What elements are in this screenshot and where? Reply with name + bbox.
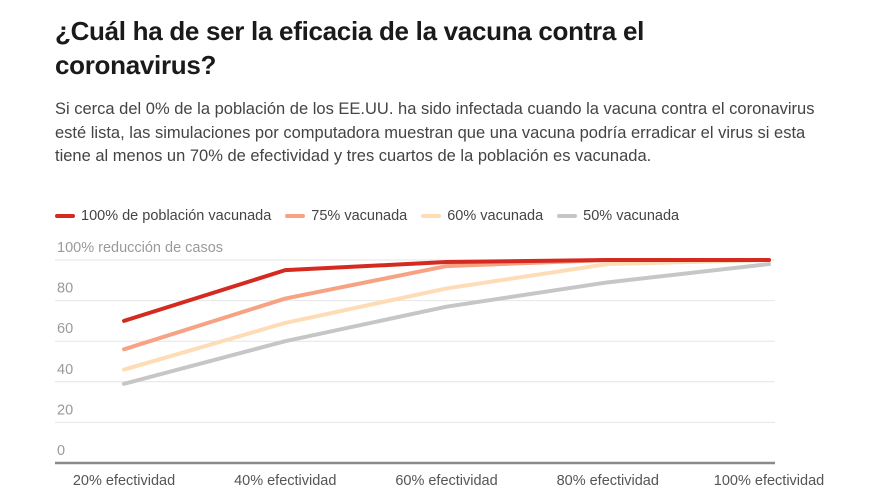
- legend-swatch-50: [557, 214, 578, 218]
- legend-swatch-100: [55, 214, 75, 218]
- y-tick-label-20: 20: [57, 402, 73, 418]
- x-tick-label-1: 40% efectividad: [234, 473, 336, 489]
- legend-label-50: 50% vacunada: [583, 208, 680, 224]
- y-tick-label-100: 100% reducción de casos: [57, 240, 223, 256]
- chart-title: ¿Cuál ha de ser la eficacia de la vacuna…: [55, 16, 645, 80]
- y-tick-label-80: 80: [57, 281, 73, 297]
- y-axis-ticks: 0 20 40 60 80 100% reducción de casos: [57, 240, 223, 459]
- legend-item-50: 50% vacunada: [557, 208, 679, 224]
- series-lines: [122, 258, 771, 386]
- gridlines: [55, 259, 775, 465]
- y-tick-label-40: 40: [57, 362, 73, 378]
- x-tick-label-4: 100% efectividad: [714, 473, 824, 489]
- series-line-3: [122, 262, 771, 386]
- legend-label-60: 60% vacunada: [447, 208, 544, 224]
- legend-label-75: 75% vacunada: [311, 208, 408, 224]
- legend-label-100: 100% de población vacunada: [81, 208, 272, 224]
- legend-item-75: 75% vacunada: [285, 208, 407, 224]
- legend-swatch-75: [285, 214, 306, 218]
- legend-item-100: 100% de población vacunada: [55, 208, 271, 224]
- x-tick-label-2: 60% efectividad: [395, 473, 497, 489]
- series-line-2: [122, 258, 771, 372]
- legend-item-60: 60% vacunada: [421, 208, 543, 224]
- y-tick-label-0: 0: [57, 443, 65, 459]
- legend-swatch-60: [421, 214, 442, 218]
- x-tick-label-0: 20% efectividad: [73, 473, 175, 489]
- y-tick-label-60: 60: [57, 321, 73, 337]
- legend: 100% de población vacunada 75% vacunada …: [55, 208, 693, 224]
- x-tick-label-3: 80% efectividad: [557, 473, 659, 489]
- x-axis-ticks: 20% efectividad 40% efectividad 60% efecti…: [73, 473, 824, 489]
- series-line-0: [122, 258, 771, 323]
- chart-subtitle: Si cerca del 0% de la población de los E…: [55, 100, 815, 165]
